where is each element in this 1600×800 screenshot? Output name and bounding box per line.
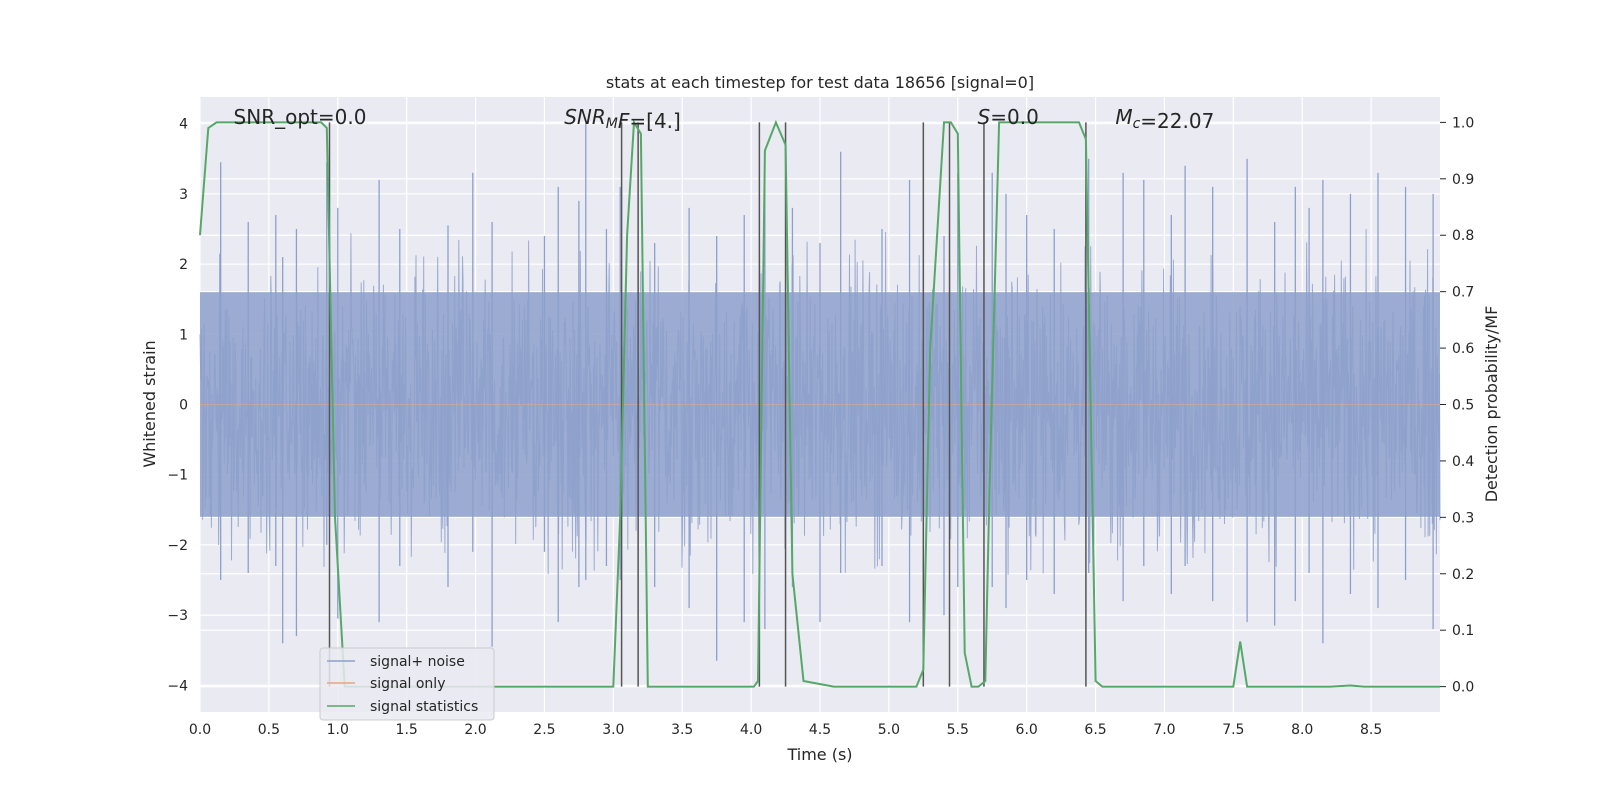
y-left-tick-label-7: 3 [179, 187, 188, 203]
y-right-tick-label-6: 0.6 [1452, 341, 1474, 357]
y-left-tick-label-4: 0 [179, 398, 188, 414]
x-tick-label-4: 2.0 [464, 722, 486, 738]
y-right-tick-label-1: 0.1 [1452, 623, 1474, 639]
legend: signal+ noise signal only signal statist… [319, 647, 495, 721]
legend-item-signal-noise: signal+ noise [370, 654, 465, 670]
y-left-tick-label-0: −4 [167, 678, 188, 694]
vertical-markers [328, 122, 1087, 687]
x-tick-label-6: 3.0 [602, 722, 624, 738]
y-right-tick-label-7: 0.7 [1452, 285, 1474, 301]
y-right-tick-label-4: 0.4 [1452, 454, 1474, 470]
y-left-axis-label: Whitened strain [140, 340, 159, 467]
x-tick-label-3: 1.5 [396, 722, 418, 738]
y-left-axis-ticks: −4 −3 −2 −1 0 1 2 3 4 [167, 117, 188, 695]
legend-item-signal-only: signal only [370, 676, 445, 692]
annotation-3: Mc=22.07 [1115, 105, 1214, 133]
x-tick-label-8: 4.0 [740, 722, 762, 738]
y-right-axis-label: Detection probability/MF [1482, 306, 1501, 503]
x-tick-label-17: 8.5 [1360, 722, 1382, 738]
y-left-tick-label-1: −3 [167, 608, 188, 624]
annotation-1: SNRMF=[4.] [564, 105, 681, 133]
y-left-tick-label-5: 1 [179, 327, 188, 343]
y-left-tick-label-2: −2 [167, 538, 188, 554]
y-right-tick-label-5: 0.5 [1452, 398, 1474, 414]
x-tick-label-7: 3.5 [671, 722, 693, 738]
x-tick-label-13: 6.5 [1084, 722, 1106, 738]
y-right-tick-label-10: 1.0 [1452, 115, 1474, 131]
x-tick-label-16: 8.0 [1291, 722, 1313, 738]
x-tick-label-14: 7.0 [1153, 722, 1175, 738]
x-tick-label-5: 2.5 [533, 722, 555, 738]
x-axis-ticks: 0.0 0.5 1.0 1.5 2.0 2.5 3.0 3.5 4.0 4.5 5.0 5.5 6.0 6… [189, 722, 1382, 738]
y-right-tick-label-2: 0.2 [1452, 567, 1474, 583]
annotation-2: S=0.0 [978, 105, 1039, 129]
annotation-0: SNR_opt=0.0 [234, 105, 367, 129]
x-tick-label-12: 6.0 [1016, 722, 1038, 738]
legend-item-signal-statistics: signal statistics [370, 699, 478, 715]
y-left-tick-label-8: 4 [179, 117, 188, 133]
y-left-tick-label-3: −1 [167, 468, 188, 484]
x-tick-label-11: 5.5 [947, 722, 969, 738]
annotations: SNR_opt=0.0 SNRMF=[4.] S=0.0 Mc=22.07 [234, 105, 1215, 133]
chart-title: stats at each timestep for test data 186… [606, 73, 1034, 92]
y-left-tick-label-6: 2 [179, 257, 188, 273]
x-axis-label: Time (s) [786, 745, 852, 764]
y-right-tick-label-8: 0.8 [1452, 228, 1474, 244]
y-right-tick-label-0: 0.0 [1452, 680, 1474, 696]
y-right-axis-ticks: 0.0 0.1 0.2 0.3 0.4 0.5 0.6 0.7 0.8 0.9 1.0 [1440, 115, 1474, 696]
x-tick-label-10: 5.0 [878, 722, 900, 738]
x-tick-label-1: 0.5 [258, 722, 280, 738]
stats-line [199, 119, 1440, 688]
y-right-tick-label-3: 0.3 [1452, 510, 1474, 526]
x-tick-label-0: 0.0 [189, 722, 211, 738]
x-tick-label-9: 4.5 [809, 722, 831, 738]
series-signal-statistics [199, 119, 1440, 688]
y-right-tick-label-9: 0.9 [1452, 172, 1474, 188]
x-tick-label-15: 7.5 [1222, 722, 1244, 738]
x-tick-label-2: 1.0 [327, 722, 349, 738]
legend-box [319, 647, 495, 721]
